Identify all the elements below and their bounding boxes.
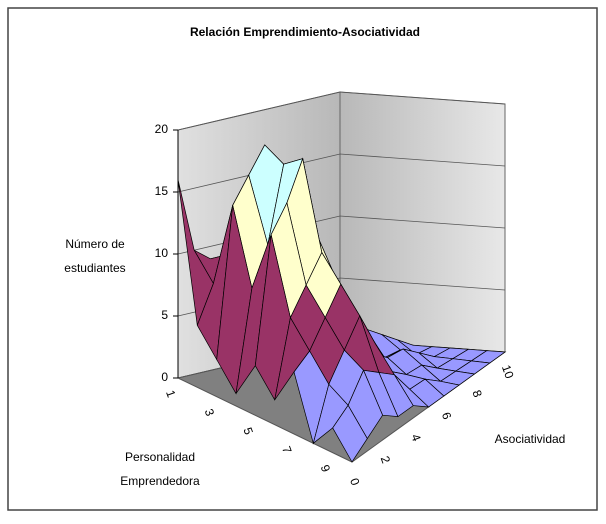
x-axis-label: Emprendedora: [120, 474, 200, 488]
surface-cell: [332, 404, 368, 463]
x-tick-label: 3: [202, 407, 218, 418]
x-axis-label: Personalidad: [125, 450, 195, 464]
z-axis-label: estudiantes: [64, 261, 125, 275]
grid-line: [177, 91, 506, 131]
z-tick-label: 5: [161, 308, 168, 322]
z-tick-label: 10: [155, 246, 169, 260]
y-tick-label: 2: [378, 454, 394, 465]
x-tick-label: 1: [163, 388, 179, 399]
z-axis-label: Número de: [65, 237, 125, 251]
z-tick-label: 0: [161, 370, 168, 384]
x-tick-label: 5: [240, 426, 256, 437]
z-tick-label: 20: [155, 122, 169, 136]
x-tick-label: 9: [318, 463, 334, 474]
grid-line: [177, 153, 506, 193]
y-tick-label: 10: [499, 363, 517, 381]
y-axis-label: Asociatividad: [495, 432, 566, 446]
x-tick-label: 7: [279, 444, 295, 455]
z-tick-label: 15: [155, 184, 169, 198]
y-tick-label: 4: [408, 432, 424, 443]
surface: [177, 144, 506, 463]
chart-title: Relación Emprendimiento-Asociatividad: [190, 25, 420, 39]
y-tick-label: 6: [439, 410, 455, 421]
y-tick-label: 0: [347, 476, 363, 487]
y-tick-label: 8: [469, 388, 485, 399]
